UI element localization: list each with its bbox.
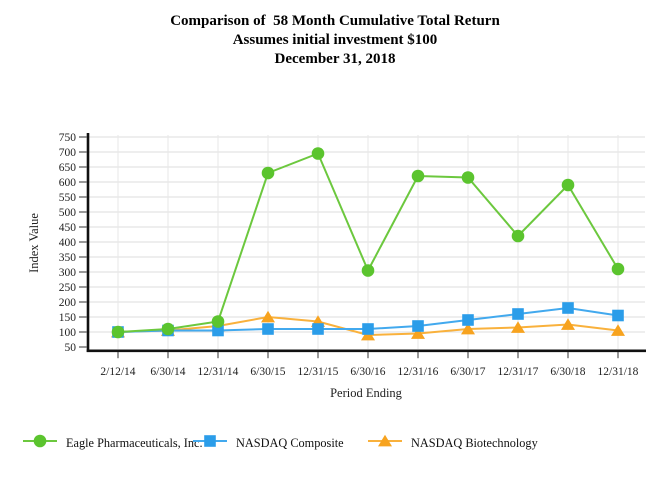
x-axis-ticks: 2/12/14 6/30/14 12/31/14 6/30/15 12/31/15 6/3… (100, 352, 639, 378)
x-tick-label: 6/30/16 (350, 366, 385, 378)
y-tick-label: 150 (59, 312, 77, 324)
x-tick-label: 12/31/18 (598, 366, 639, 378)
legend-item-eagle-pharmaceuticals: Eagle Pharmaceuticals, Inc. (23, 433, 203, 453)
y-tick-label: 300 (59, 267, 77, 279)
legend-label-nasdaq-composite: NASDAQ Composite (236, 435, 344, 450)
x-tick-label: 6/30/15 (250, 366, 285, 378)
y-tick-label: 50 (65, 342, 77, 354)
y-tick-label: 250 (59, 282, 77, 294)
y-tick-label: 450 (59, 222, 77, 234)
chart-title-block: Comparison of 58 Month Cumulative Total … (0, 12, 670, 69)
x-tick-label: 12/31/16 (398, 366, 439, 378)
gridlines (88, 135, 645, 349)
y-tick-label: 550 (59, 192, 77, 204)
y-tick-label: 200 (59, 297, 77, 309)
y-tick-label: 400 (59, 237, 77, 249)
x-tick-label: 6/30/17 (450, 366, 485, 378)
x-axis-title: Period Ending (330, 386, 403, 400)
chart-title-line-2: Assumes initial investment $100 (232, 32, 438, 48)
legend-label-nasdaq-biotechnology: NASDAQ Biotechnology (411, 435, 538, 450)
y-tick-label: 700 (59, 147, 77, 159)
y-tick-label: 350 (59, 252, 77, 264)
y-tick-label: 750 (59, 132, 77, 144)
x-tick-label: 12/31/17 (498, 366, 539, 378)
legend-label-eagle-pharmaceuticals: Eagle Pharmaceuticals, Inc. (66, 435, 203, 450)
x-tick-label: 12/31/14 (198, 366, 239, 378)
green-circle-line-marker-icon (23, 432, 57, 455)
chart-title-line-3: December 31, 2018 (274, 51, 396, 67)
x-tick-label: 6/30/18 (550, 366, 585, 378)
y-axis-title: Index Value (27, 213, 41, 273)
y-tick-label: 600 (59, 177, 77, 189)
series-eagle-pharmaceuticals-inc (111, 147, 625, 339)
y-tick-label: 500 (59, 207, 77, 219)
x-tick-label: 12/31/15 (298, 366, 339, 378)
y-axis-ticks: 50 100 150 200 250 300 350 400 450 500 550 600 650 70… (59, 132, 87, 354)
orange-triangle-line-marker-icon (368, 432, 402, 455)
x-tick-label: 2/12/14 (100, 366, 135, 378)
y-tick-label: 650 (59, 162, 77, 174)
legend-item-nasdaq-composite: NASDAQ Composite (193, 433, 344, 453)
legend-item-nasdaq-biotechnology: NASDAQ Biotechnology (368, 433, 538, 453)
chart-title-line-1: Comparison of 58 Month Cumulative Total … (170, 13, 500, 29)
x-tick-label: 6/30/14 (150, 366, 185, 378)
y-tick-label: 100 (59, 327, 77, 339)
blue-square-line-marker-icon (193, 432, 227, 455)
